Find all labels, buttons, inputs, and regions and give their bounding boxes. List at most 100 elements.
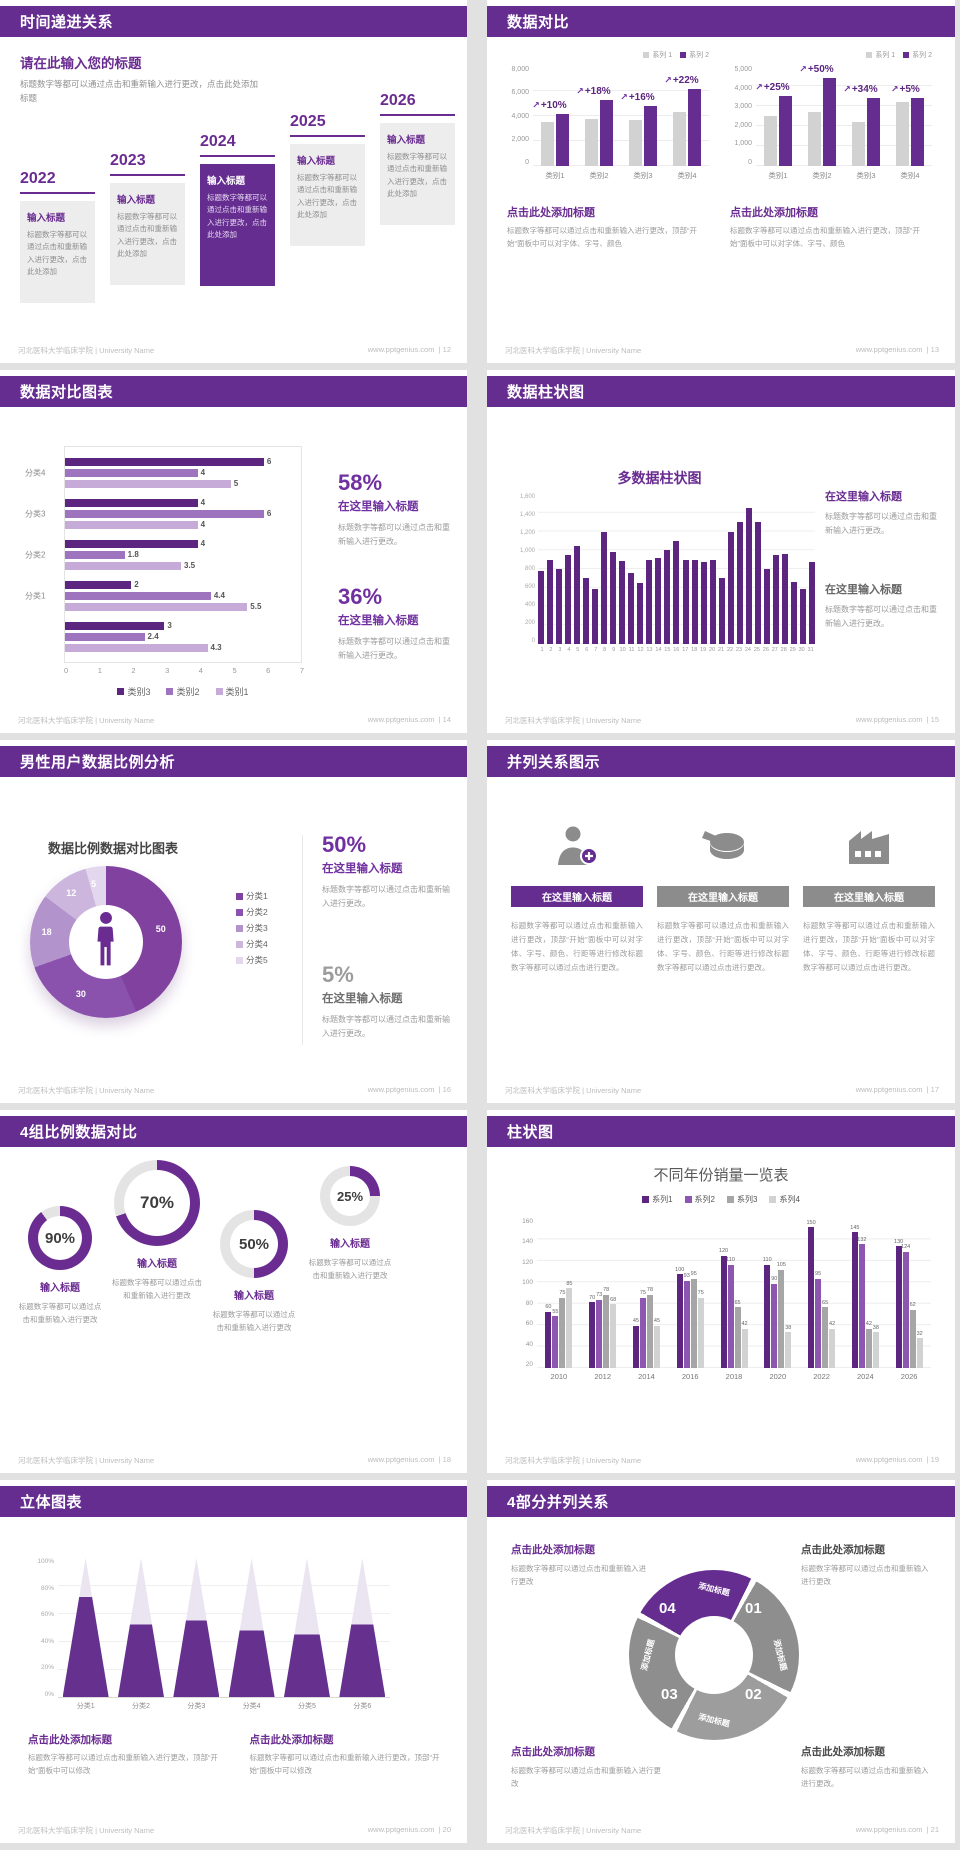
slide-title: 柱状图 — [507, 1124, 554, 1141]
bar — [65, 468, 198, 477]
bar — [556, 113, 569, 166]
footer-org: 河北医科大学临床学院 | University Name — [505, 1086, 642, 1095]
value-label: 42 — [741, 1321, 748, 1328]
compare-panel-left: 系列 1 系列 2 8,000 6,000 4,000 2,000 0 ↗ +10% 类别1 ↗ +1… — [507, 50, 709, 251]
bar-wrap: 120 — [719, 1218, 728, 1368]
bar — [637, 583, 644, 644]
x-axis: 0 1 2 3 4 5 6 7 — [64, 666, 304, 675]
y-tick-label: 1,200 — [519, 530, 535, 536]
arrow-up-icon: ↗ — [532, 99, 540, 110]
item-header: 在这里输入标题 — [657, 886, 789, 907]
bar-line: 5.5 — [65, 602, 301, 611]
x-tick-label: 类别3 — [856, 171, 876, 180]
slide-columns[interactable]: 数据柱状图 多数据柱状图 1,600 1,400 1,200 1,000 800 600 4… — [487, 370, 955, 733]
x-tick-label: 7 — [299, 666, 304, 675]
slide-timeline[interactable]: 时间递进关系 请在此输入您的标题 标题数字等都可以通过点击和重新输入进行更改，点… — [0, 0, 467, 363]
bar-line: 2 — [65, 580, 301, 589]
slide-header: 数据对比 — [487, 6, 955, 37]
x-tick-label: 类别4 — [677, 171, 697, 180]
item-body: 标题数字等都可以通过点击和重新输入进行更改，顶部“开始”面板中可以对字体、字号、… — [511, 921, 643, 972]
x-tick-label: 10 — [619, 647, 626, 653]
slide-grouped[interactable]: 柱状图 不同年份销量一览表 系列1 系列2 系列3 系列4 160 140 120 100 8… — [487, 1110, 955, 1473]
annotation-label: +22% — [672, 74, 699, 86]
value-label: 60 — [545, 1304, 552, 1311]
y-tick-label: 60 — [525, 1320, 533, 1328]
value-label: 4 — [200, 520, 206, 529]
item-body: 标题数字等都可以通过点击和重新输入进行更改，顶部“开始”面板中可以对字体、字号、… — [803, 921, 935, 972]
footer-site: www.pptgenius.com16 — [368, 1085, 451, 1096]
page-number: 14 — [434, 715, 451, 724]
bar-group: 3 2.4 4.3 — [65, 616, 301, 657]
stat-block: 36% 在这里输入标题 标题数字等都可以通过点击和重新输入进行更改。 — [338, 584, 454, 662]
bar-group: ↗ +18% 类别2 — [576, 66, 621, 180]
x-tick-label: 2018 — [725, 1372, 743, 1381]
value-label: 1.8 — [127, 550, 139, 559]
growth-annotation: ↗ +25% — [755, 82, 789, 93]
slide-compare[interactable]: 数据对比 系列 1 系列 2 8,000 6,000 4,000 2,000 0 ↗ +10% 类… — [487, 0, 955, 363]
ring-title: 输入标题 — [330, 1239, 370, 1250]
value-label: 130 — [894, 1238, 904, 1245]
y-tick-label: 80 — [525, 1299, 533, 1307]
bar — [736, 522, 743, 644]
item-title: 在这里输入标题 — [834, 893, 904, 904]
bar — [596, 1299, 603, 1368]
slide-donut[interactable]: 男性用户数据比例分析 数据比例数据对比图表 50 30 18 12 5 分类1 分类2 分类… — [0, 740, 467, 1103]
legend-item: 系列1 — [642, 1194, 673, 1205]
x-tick-label: 28 — [780, 647, 787, 653]
caption-title: 点击此处添加标题 — [507, 207, 595, 219]
chart-legend: 系列 1 系列 2 — [507, 50, 709, 60]
slide-parallel[interactable]: 并列关系图示 在这里输入标题 标题数字等都可以通过点击和重新输入进行更改，顶部“… — [487, 740, 955, 1103]
y-tick-label: 600 — [524, 584, 535, 590]
growth-annotation: ↗ +16% — [620, 92, 654, 103]
slide-ring4[interactable]: 4部分并列关系 01 02 03 04 添加标题 添加标题 添加标题 添加标题 … — [487, 1480, 955, 1843]
x-tick-label: 11 — [628, 647, 635, 653]
bar-line: 2.4 — [65, 632, 301, 641]
y-axis: 8,000 6,000 4,000 2,000 0 — [507, 66, 533, 166]
timeline-card: 输入标题 标题数字等都可以通过点击和重新输入进行更改，点击此处添加 — [290, 144, 365, 246]
caption-block: 点击此处添加标题 标题数字等都可以通过点击和重新输入进行更改，顶部“开始”面板中… — [28, 1732, 220, 1778]
y-tick-label: 800 — [524, 566, 535, 572]
bar-line: 6 — [65, 457, 301, 466]
bar — [65, 591, 211, 600]
stat-body: 标题数字等都可以通过点击和重新输入进行更改。 — [338, 637, 450, 660]
legend-label: 系列 2 — [689, 52, 709, 59]
slide-title: 时间递进关系 — [20, 14, 114, 31]
slide-header: 男性用户数据比例分析 — [0, 746, 467, 777]
y-tick-label: 2,000 — [734, 121, 752, 129]
slide-rings[interactable]: 4组比例数据对比 90% 输入标题 标题数字等都可以通过点击和重新输入进行更改 … — [0, 1110, 467, 1473]
caption-block: 点击此处添加标题 标题数字等都可以通过点击和重新输入进行更改。 — [801, 1744, 935, 1791]
slide-hbar[interactable]: 数据对比图表 分类4 6 4 5 分类3 4 6 4 分类2 4 1.8 3.5 分类1 2 4.4 5.5 3… — [0, 370, 467, 733]
value-label: 12 — [66, 888, 77, 899]
bar-wrap: 85 — [566, 1218, 572, 1368]
bar — [764, 1264, 771, 1368]
slide-title: 数据柱状图 — [507, 384, 585, 401]
bar-line: 4 — [65, 498, 301, 507]
slide-header: 数据柱状图 — [487, 376, 955, 407]
footer-url: www.pptgenius.com — [367, 715, 435, 724]
x-tick-label: 2022 — [813, 1372, 830, 1381]
pyramid-bar — [62, 1558, 109, 1697]
caption-title: 点击此处添加标题 — [801, 1746, 885, 1758]
value-label: 4 — [200, 468, 206, 477]
slide-pyramid[interactable]: 立体图表 100% 80% 60% 40% 20% 0% 分类1 分类2 分类3 分类4 分类5 分类… — [0, 1480, 467, 1843]
bar — [902, 1251, 909, 1368]
legend-item: 系列 1 — [643, 50, 672, 60]
footer-site: www.pptgenius.com20 — [368, 1825, 451, 1836]
bar-group: 110 90 105 38 2020 — [756, 1218, 800, 1381]
x-tick-label: 20 — [709, 647, 716, 653]
male-person-icon — [93, 912, 119, 973]
legend-swatch — [866, 52, 873, 58]
growth-annotation: ↗ +18% — [576, 86, 610, 97]
bar-group: 分类1 2 4.4 5.5 — [25, 575, 301, 616]
card-title: 输入标题 — [27, 213, 66, 224]
x-tick-label: 21 — [718, 647, 725, 653]
value-label: 2 — [134, 580, 139, 589]
bars — [764, 96, 792, 166]
annotation-label: +16% — [628, 92, 655, 103]
footer-org: 河北医科大学临床学院 | University Name — [18, 1086, 155, 1095]
bar — [851, 1232, 858, 1368]
x-tick-label: 8 — [603, 647, 607, 653]
legend-swatch — [215, 688, 223, 695]
bar — [790, 582, 797, 644]
caption-block: 点击此处添加标题 标题数字等都可以通过点击和重新输入进行更改 — [511, 1542, 651, 1589]
